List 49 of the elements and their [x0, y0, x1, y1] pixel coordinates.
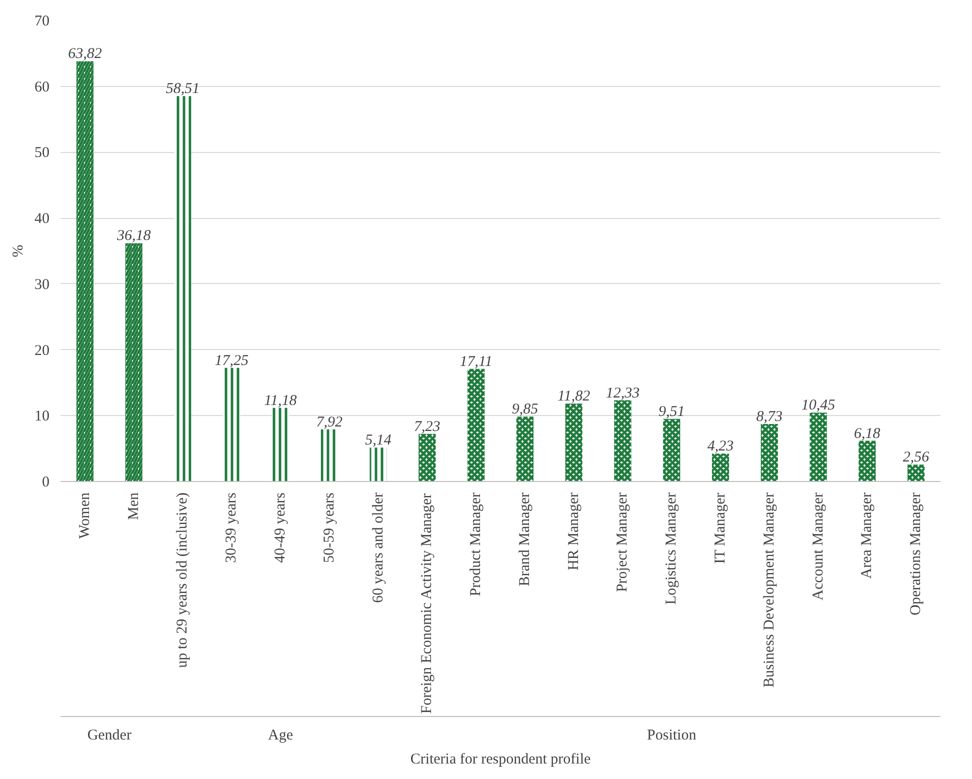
x-tick-label: IT Manager [712, 492, 728, 564]
y-tick-label: 50 [34, 145, 50, 162]
x-tick-label: 30-39 years [224, 492, 240, 563]
x-tick-label: Account Manager [810, 492, 826, 600]
x-tick-label: Area Manager [859, 492, 876, 579]
x-tick-label: up to 29 years old (inclusive) [174, 492, 191, 668]
x-tick-label: 50-59 years [321, 492, 338, 563]
x-axis-title: Criteria for respondent profile [410, 752, 592, 768]
text: Gender [87, 728, 132, 744]
x-tick-label: Brand Manager [516, 492, 533, 586]
text: 58,51 [166, 81, 200, 98]
x-tick-label: Operations Manager [908, 492, 924, 616]
text: 7,92 [316, 414, 343, 430]
x-tick-label: Men [126, 492, 142, 520]
y-tick-label: 40 [34, 211, 50, 228]
text: 36,18 [116, 228, 151, 244]
y-tick-label: 10 [34, 408, 50, 425]
text: 5,14 [365, 432, 392, 449]
text: 17,25 [214, 352, 248, 369]
text: 12,33 [606, 385, 640, 402]
y-tick-label: 70 [34, 14, 50, 30]
x-tick-label: Product Manager [468, 492, 484, 596]
text: 17,11 [460, 354, 492, 370]
x-tick-label: 60 years and older [370, 492, 386, 603]
text: 7,23 [414, 418, 440, 435]
text: 2,56 [902, 450, 930, 466]
text: 8,73 [756, 409, 783, 426]
text: 9,85 [512, 402, 538, 418]
x-tick-label: HR Manager [566, 492, 582, 570]
y-tick-label: 20 [34, 342, 50, 359]
text: 9,51 [658, 404, 685, 420]
y-axis-title: % [10, 244, 26, 258]
text: 11,82 [558, 388, 590, 405]
text: Position [647, 728, 697, 744]
x-tick-label: Business Development Manager [761, 492, 778, 688]
y-tick-label: 30 [34, 276, 50, 293]
text: 10,45 [801, 398, 836, 414]
x-tick-label: 40-49 years [272, 492, 288, 563]
text: Age [268, 728, 294, 744]
x-tick-label: Foreign Economic Activity Manager [419, 493, 436, 714]
text: 63,82 [68, 46, 102, 62]
y-tick-label: 0 [42, 474, 50, 490]
x-tick-label: Logistics Manager [664, 492, 680, 605]
x-tick-label: Project Manager [614, 492, 631, 592]
x-tick-label: Women [76, 492, 93, 539]
text: 4,23 [707, 438, 734, 455]
text: 6,18 [854, 426, 880, 442]
y-tick-label: 60 [34, 79, 50, 96]
text: 11,18 [264, 392, 297, 409]
